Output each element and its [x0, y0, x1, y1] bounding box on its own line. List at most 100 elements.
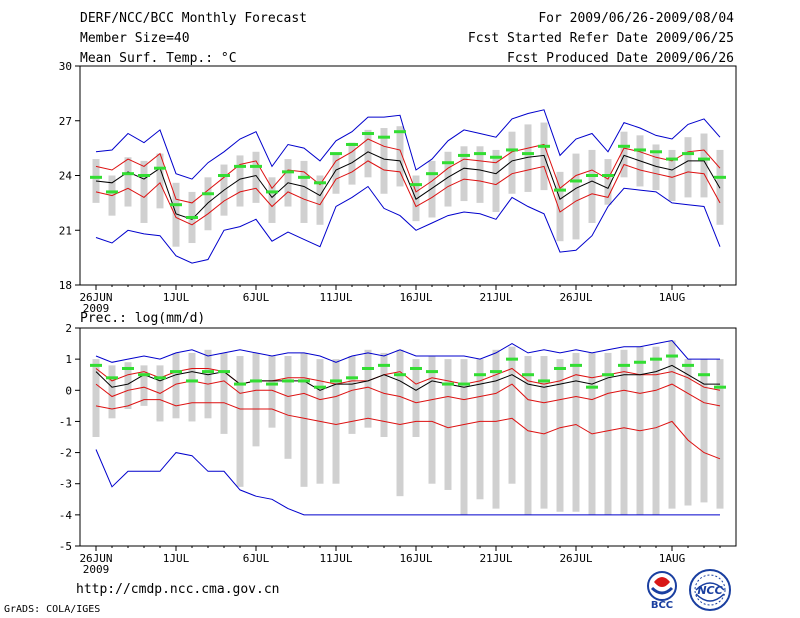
prec-range-box [220, 352, 228, 434]
prec-range-box [92, 359, 100, 437]
temp-observed-marker [218, 174, 230, 177]
temp-x-tick-label: 11JUL [319, 291, 352, 304]
prec-spread-low-line [95, 399, 721, 460]
prec-range-box [396, 349, 404, 497]
temp-observed-marker [506, 148, 518, 152]
prec-y-tick-label: 1 [65, 353, 72, 366]
prec-range-box [492, 349, 500, 509]
temp-observed-marker [490, 155, 502, 159]
prec-observed-marker [458, 382, 470, 386]
temp-range-box [476, 146, 484, 203]
prec-range-box [476, 359, 484, 500]
temp-range-box [252, 151, 260, 203]
temp-observed-marker [666, 157, 678, 161]
prec-observed-marker [106, 376, 118, 380]
prec-observed-marker [570, 363, 582, 367]
temp-range-box [668, 149, 676, 202]
temp-observed-marker [202, 192, 214, 196]
temp-observed-marker [410, 183, 422, 187]
temp-range-box [684, 137, 692, 198]
header-left: DERF/NCC/BCC Monthly Forecast Member Siz… [80, 10, 307, 70]
prec-plot-frame [79, 327, 737, 547]
temp-observed-marker [570, 179, 582, 183]
prec-range-box [364, 349, 372, 428]
prec-range-box [524, 356, 532, 515]
prec-range-box [124, 362, 132, 409]
forecast-period: For 2009/06/26-2009/08/04 [538, 11, 734, 26]
temp-observed-marker [458, 153, 470, 157]
temp-observed-marker [250, 164, 262, 168]
prec-x-tick-label: 26JUN [79, 552, 112, 565]
temp-y-tick-label: 18 [59, 279, 72, 292]
prec-observed-marker [682, 363, 694, 367]
prec-observed-marker [122, 366, 134, 370]
temp-range-box [492, 149, 500, 212]
temp-range-box [300, 160, 308, 223]
source-url[interactable]: http://cmdp.ncc.cma.gov.cn [76, 582, 280, 597]
prec-range-box [508, 346, 516, 484]
temp-chart: 18 21 24 27 30 26JUN 1JUL 6JUL 11JUL 16JUL 21JUL 26… [59, 60, 737, 315]
prec-range-box [604, 352, 612, 515]
temp-range-box [652, 144, 660, 191]
prec-observed-marker [522, 373, 534, 377]
prec-range-box [108, 365, 116, 419]
prec-max-line [95, 339, 720, 363]
prec-observed-marker [634, 360, 646, 364]
member-size: Member Size=40 [80, 31, 190, 46]
temp-observed-marker [186, 215, 198, 219]
ncc-logo-label: NCC [697, 584, 722, 597]
prec-observed-marker [154, 376, 166, 380]
prec-observed-marker [250, 379, 262, 383]
temp-range-box [556, 171, 564, 242]
temp-year-label: 2009 [83, 302, 110, 315]
prec-y-tick-label: -5 [59, 540, 72, 553]
prec-range-box [268, 356, 276, 428]
header-right: For 2009/06/26-2009/08/04 Fcst Started R… [468, 10, 734, 70]
prec-observed-marker [410, 366, 422, 370]
prec-range-box [140, 365, 148, 406]
prec-chart: -5 -4 -3 -2 -1 0 1 2 26JUN 1JUL 6JUL 11JUL 16JUL 21JU… [59, 311, 737, 576]
temp-range-box [236, 155, 244, 207]
temp-range-box [124, 157, 132, 207]
temp-observed-marker [682, 152, 694, 156]
temp-observed-marker [714, 175, 726, 179]
prec-range-box [284, 356, 292, 459]
temp-observed-marker [138, 174, 150, 177]
prec-x-tick-label: 21JUL [479, 552, 512, 565]
prec-observed-marker [378, 363, 390, 367]
prec-range-box [460, 359, 468, 515]
temp-y-tick-label: 24 [59, 170, 73, 183]
temp-observed-marker [314, 181, 326, 185]
temp-y-tick-label: 21 [59, 224, 72, 237]
temp-observed-marker [426, 172, 438, 176]
variable-label: Mean Surf. Temp.: °C [80, 51, 237, 66]
temp-range-box [140, 160, 148, 223]
temp-range-box [460, 146, 468, 202]
temp-range-box [604, 159, 612, 205]
prec-range-box [444, 359, 452, 490]
temp-observed-marker [634, 148, 646, 152]
prec-range-box [540, 356, 548, 509]
prec-range-box [188, 352, 196, 422]
temp-observed-marker [90, 175, 102, 179]
prec-observed-marker [538, 379, 550, 383]
prec-observed-marker [330, 379, 342, 383]
bcc-logo-label: BCC [651, 600, 673, 611]
temp-x-tick-label: 21JUL [479, 291, 512, 304]
temp-observed-marker [122, 172, 134, 176]
temp-observed-marker [106, 190, 118, 194]
prec-observed-marker [442, 382, 454, 386]
temp-x-tick-label: 1JUL [163, 291, 190, 304]
temp-observed-marker [522, 152, 534, 156]
prec-observed-marker [602, 373, 614, 377]
prec-observed-marker [666, 354, 678, 358]
prec-range-box [684, 359, 692, 506]
prec-y-tick-label: 2 [65, 322, 72, 335]
temp-range-box [572, 153, 580, 240]
prec-x-tick-label: 11JUL [319, 552, 352, 565]
temp-observed-marker [378, 135, 390, 139]
temp-observed-marker [650, 150, 662, 154]
prec-observed-marker [714, 385, 726, 389]
prec-range-box [716, 359, 724, 509]
temp-range-box [588, 149, 596, 223]
